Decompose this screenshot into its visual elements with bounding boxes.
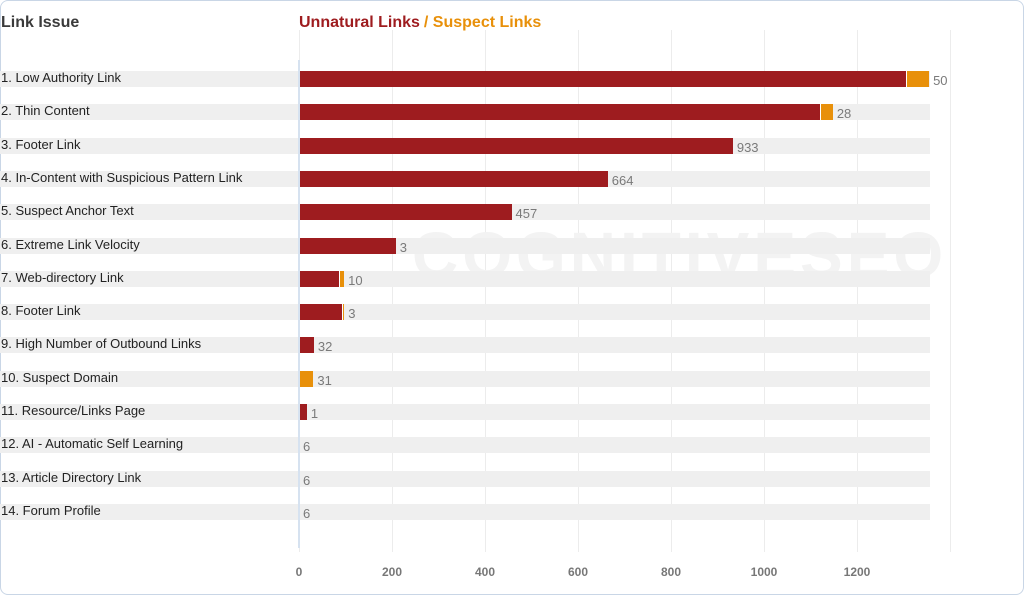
row-background	[0, 337, 930, 354]
category-label: 5. Suspect Anchor Text	[1, 203, 134, 219]
x-axis-tick-label: 600	[567, 565, 589, 579]
row-background	[0, 404, 930, 420]
unnatural-links-bar[interactable]	[299, 304, 343, 321]
unnatural-links-bar[interactable]	[299, 104, 820, 121]
row-background	[0, 304, 930, 321]
zero-axis-line	[298, 60, 300, 548]
unnatural-links-bar[interactable]	[299, 204, 512, 221]
value-label: 32	[317, 339, 333, 355]
row-background	[0, 370, 930, 387]
value-label: 933	[736, 139, 759, 155]
category-label: 12. AI - Automatic Self Learning	[1, 436, 184, 452]
value-label: 6	[303, 472, 311, 488]
value-label: 6	[303, 505, 311, 521]
unnatural-links-bar[interactable]	[299, 237, 396, 254]
x-axis-tick-label: 0	[295, 565, 303, 579]
unnatural-links-bar[interactable]	[299, 170, 608, 187]
row-background	[0, 237, 930, 254]
suspect-links-bar[interactable]	[905, 71, 930, 87]
value-label: 28	[836, 106, 852, 122]
x-axis-tick-label: 200	[381, 565, 403, 579]
gridline	[392, 30, 393, 552]
row-background	[0, 470, 930, 487]
legend-suspect-links: / Suspect Links	[423, 14, 542, 31]
x-axis-tick-label: 400	[474, 565, 496, 579]
value-label: 6	[303, 439, 311, 455]
value-label: 457	[515, 206, 538, 222]
category-label: 8. Footer Link	[1, 303, 81, 319]
row-background	[0, 503, 930, 520]
value-label: 664	[611, 172, 634, 188]
gridline	[764, 30, 765, 552]
row-background	[0, 437, 930, 454]
value-label: 50	[933, 73, 948, 88]
gridline	[578, 30, 579, 552]
suspect-links-bar[interactable]	[299, 370, 314, 387]
unnatural-links-bar[interactable]	[299, 71, 906, 87]
x-axis-tick-label: 1000	[750, 565, 778, 579]
category-label: 11. Resource/Links Page	[1, 403, 146, 418]
category-label: 10. Suspect Domain	[1, 369, 119, 385]
category-label: 13. Article Directory Link	[1, 469, 142, 485]
gridline	[671, 30, 672, 552]
gridline	[485, 30, 486, 552]
legend-unnatural-links: Unnatural Links	[299, 14, 420, 31]
row-background	[0, 270, 930, 287]
value-label: 1	[310, 406, 319, 421]
legend: Unnatural Links / Suspect Links	[299, 14, 541, 32]
value-label: 3	[399, 239, 407, 255]
unnatural-links-bar[interactable]	[299, 404, 307, 420]
unnatural-links-bar[interactable]	[299, 137, 733, 154]
x-axis-tick-label: 800	[660, 565, 682, 579]
suspect-links-bar[interactable]	[339, 270, 345, 287]
category-label: 2. Thin Content	[1, 103, 90, 119]
category-label: 3. Footer Link	[1, 136, 81, 152]
unnatural-links-bar[interactable]	[299, 337, 314, 354]
value-label: 10	[348, 272, 363, 288]
category-label: 7. Web-directory Link	[1, 269, 124, 285]
value-label: 3	[348, 306, 356, 322]
suspect-links-bar[interactable]	[342, 304, 345, 321]
category-axis-title: Link Issue	[1, 14, 80, 31]
category-label: 1. Low Authority Link	[1, 70, 121, 85]
category-label: 14. Forum Profile	[1, 502, 101, 518]
unnatural-links-bar[interactable]	[299, 270, 340, 287]
category-label: 6. Extreme Link Velocity	[1, 236, 140, 252]
gridline	[950, 30, 951, 552]
category-label: 4. In-Content with Suspicious Pattern Li…	[1, 169, 243, 185]
value-label: 31	[317, 372, 332, 388]
gridline	[857, 30, 858, 552]
suspect-links-bar[interactable]	[819, 104, 833, 121]
x-axis-tick-label: 1200	[843, 565, 871, 579]
category-label: 9. High Number of Outbound Links	[1, 336, 202, 352]
